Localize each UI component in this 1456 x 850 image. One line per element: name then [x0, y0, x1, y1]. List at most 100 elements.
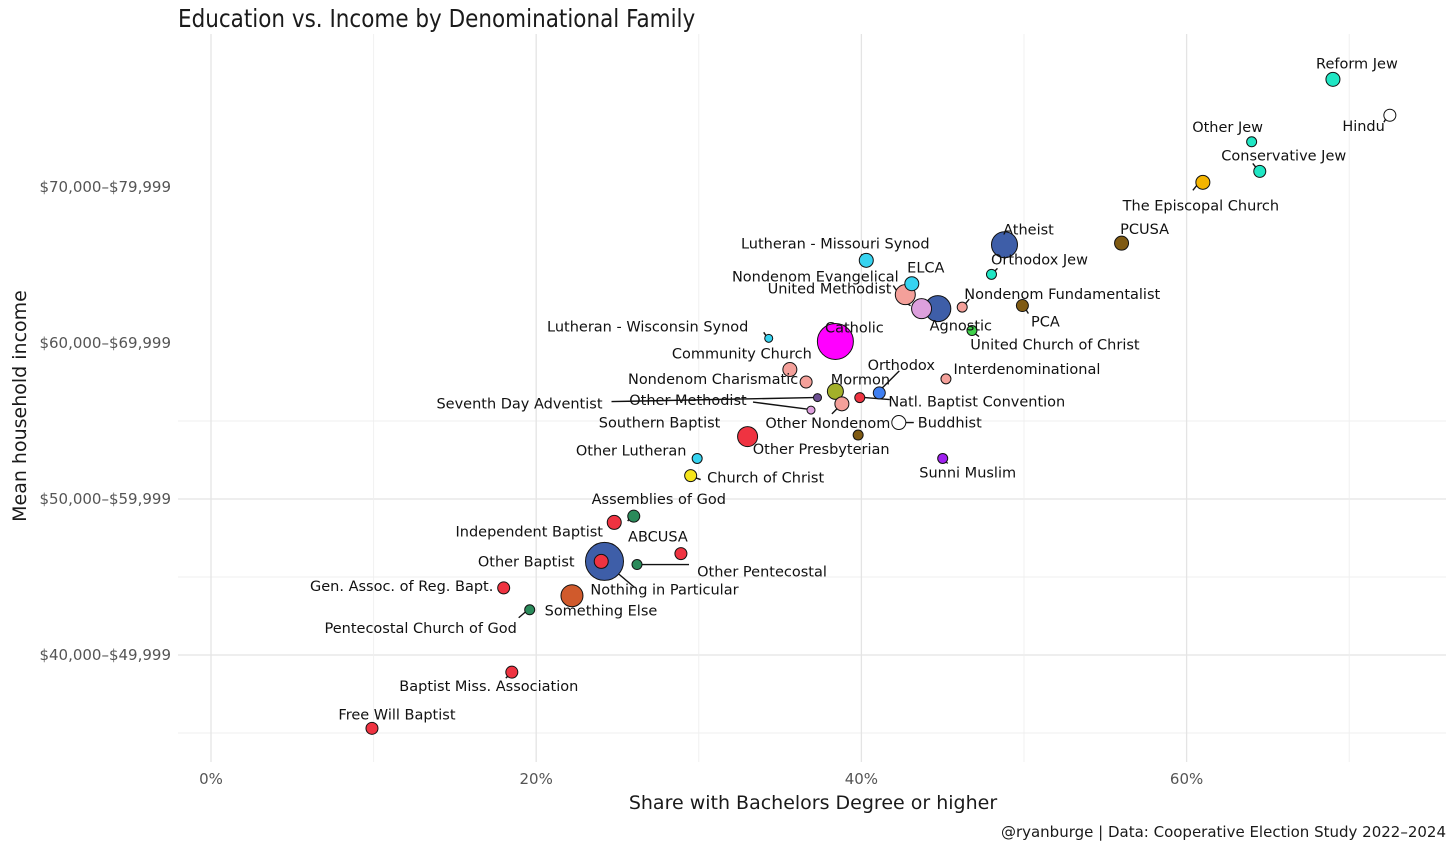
label-conservative-jew: Conservative Jew — [1221, 148, 1346, 164]
label-orthodox: Orthodox — [868, 358, 936, 374]
leader-other-methodist — [752, 401, 808, 410]
label-other-jew: Other Jew — [1192, 120, 1263, 136]
point-catholic — [816, 322, 854, 360]
x-tick-label: 0% — [199, 770, 223, 788]
y-tick-label: $70,000–$79,999 — [39, 178, 171, 196]
y-axis-ticks: $40,000–$49,999 $50,000–$59,999 $60,000–$6… — [39, 178, 171, 664]
label-independent-baptist: Independent Baptist — [455, 524, 603, 540]
label-natl-baptist-convention: Natl. Baptist Convention — [888, 395, 1065, 411]
label-pca: PCA — [1031, 315, 1060, 331]
point-seventh-day-adventist — [812, 393, 822, 403]
point-baptist-miss-association — [505, 665, 519, 679]
point-reform-jew — [1325, 71, 1341, 87]
x-axis-title: Share with Bachelors Degree or higher — [629, 792, 998, 814]
point-lutheran-wisconsin-synod — [764, 333, 774, 343]
point-hindu — [1383, 108, 1397, 122]
y-tick-label: $40,000–$49,999 — [39, 646, 171, 664]
point-church-of-christ — [684, 469, 698, 483]
x-tick-label: 60% — [1170, 770, 1203, 788]
point-nondenom-charismatic — [799, 375, 813, 389]
label-united-church-of-christ: United Church of Christ — [970, 338, 1140, 354]
point-pca — [1015, 299, 1029, 313]
label-orthodox-jew: Orthodox Jew — [991, 252, 1088, 268]
label-southern-baptist: Southern Baptist — [599, 416, 721, 432]
label-lutheran-missouri-synod: Lutheran - Missouri Synod — [741, 236, 930, 252]
label-something-else: Something Else — [545, 604, 658, 620]
leader-orthodox — [880, 370, 900, 390]
label-other-methodist: Other Methodist — [629, 393, 747, 409]
point-elca — [904, 276, 920, 292]
point-other-pentecostal — [631, 559, 643, 571]
label-community-church: Community Church — [672, 347, 812, 363]
data-points — [365, 71, 1397, 735]
label-seventh-day-adventist: Seventh Day Adventist — [436, 397, 602, 413]
label-other-baptist: Other Baptist — [478, 554, 575, 570]
y-tick-label: $50,000–$59,999 — [39, 490, 171, 508]
point-other-nondenom — [834, 396, 850, 412]
label-baptist-miss-association: Baptist Miss. Association — [399, 679, 578, 695]
point-the-episcopal-church — [1195, 174, 1211, 190]
label-lutheran-wisconsin-synod: Lutheran - Wisconsin Synod — [547, 319, 748, 335]
label-nothing-in-particular: Nothing in Particular — [590, 582, 738, 598]
point-gen-assoc-of-reg-bapt — [497, 581, 511, 595]
label-atheist: Atheist — [1003, 223, 1054, 239]
point-nondenom-fundamentalist — [956, 301, 968, 313]
point-assemblies-of-god — [627, 509, 641, 523]
point-independent-baptist — [606, 514, 622, 530]
leader-lutheran-wisconsin-synod — [763, 331, 767, 336]
leader-pentecostal-church-of-god — [518, 611, 527, 619]
leader-the-episcopal-church — [1192, 184, 1198, 191]
point-abcusa — [674, 547, 688, 561]
point-other-jew — [1246, 136, 1258, 148]
point-interdenominational — [940, 373, 952, 385]
point-united-church-of-christ — [966, 325, 978, 337]
label-united-methodist: United Methodist — [768, 282, 892, 298]
point-conservative-jew — [1253, 164, 1267, 178]
label-pentecostal-church-of-god: Pentecostal Church of God — [325, 621, 517, 637]
point-mormon — [826, 382, 844, 400]
label-gen-assoc-of-reg-bapt: Gen. Assoc. of Reg. Bapt. — [310, 579, 493, 595]
chart-title: Education vs. Income by Denominational F… — [178, 4, 696, 33]
label-nondenom-fundamentalist: Nondenom Fundamentalist — [964, 287, 1160, 303]
caption: @ryanburge | Data: Cooperative Election … — [1001, 823, 1446, 841]
y-axis-title: Mean household income — [9, 290, 31, 522]
label-interdenominational: Interdenominational — [954, 362, 1101, 378]
label-sunni-muslim: Sunni Muslim — [919, 465, 1016, 481]
label-pcusa: PCUSA — [1120, 222, 1169, 238]
point-pcusa — [1114, 235, 1130, 251]
leader-seventh-day-adventist — [611, 396, 814, 403]
label-church-of-christ: Church of Christ — [707, 471, 824, 487]
label-other-lutheran: Other Lutheran — [576, 443, 687, 459]
label-elca: ELCA — [907, 261, 944, 277]
point-something-else — [560, 584, 584, 608]
label-the-episcopal-church: The Episcopal Church — [1122, 198, 1279, 214]
point-orthodox-jew — [985, 268, 997, 280]
point-united-methodist — [911, 298, 933, 320]
point-sunni-muslim — [937, 452, 949, 464]
label-mormon: Mormon — [831, 372, 890, 388]
point-other-presbyterian — [852, 429, 864, 441]
label-nondenom-evangelical: Nondenom Evangelical — [732, 270, 899, 286]
label-catholic: Catholic — [825, 320, 884, 336]
label-reform-jew: Reform Jew — [1316, 56, 1398, 72]
label-other-presbyterian: Other Presbyterian — [753, 442, 890, 458]
x-tick-label: 40% — [845, 770, 878, 788]
x-axis-ticks: 0% 20% 40% 60% — [199, 770, 1203, 788]
point-natl-baptist-convention — [854, 392, 866, 404]
label-other-nondenom: Other Nondenom — [765, 416, 890, 432]
point-labels: Reform Jew Hindu Other Jew Conservative Jew… — [310, 56, 1398, 723]
point-lutheran-missouri-synod — [858, 252, 874, 268]
point-other-lutheran — [691, 452, 703, 464]
label-assemblies-of-god: Assemblies of God — [592, 492, 726, 508]
label-abcusa: ABCUSA — [628, 530, 688, 546]
point-free-will-baptist — [365, 721, 379, 735]
label-nondenom-charismatic: Nondenom Charismatic — [628, 372, 798, 388]
point-pentecostal-church-of-god — [524, 604, 536, 616]
label-free-will-baptist: Free Will Baptist — [338, 707, 455, 723]
label-other-pentecostal: Other Pentecostal — [697, 565, 827, 581]
point-orthodox — [872, 386, 886, 400]
point-buddhist — [891, 415, 907, 431]
label-agnostic: Agnostic — [930, 319, 992, 335]
point-southern-baptist — [737, 426, 759, 448]
